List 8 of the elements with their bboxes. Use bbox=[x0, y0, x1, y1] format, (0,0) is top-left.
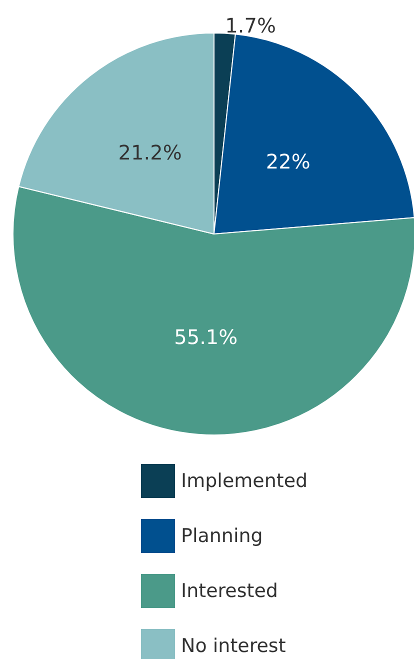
legend-label: No interest bbox=[181, 635, 286, 657]
data-label: 55.1% bbox=[174, 325, 238, 350]
data-label: 21.2% bbox=[118, 140, 182, 165]
legend-label: Implemented bbox=[181, 470, 308, 492]
legend-label: Planning bbox=[181, 525, 263, 547]
legend-label: Interested bbox=[181, 580, 278, 602]
data-label: 22% bbox=[266, 150, 310, 174]
data-label: 1.7% bbox=[225, 13, 276, 38]
